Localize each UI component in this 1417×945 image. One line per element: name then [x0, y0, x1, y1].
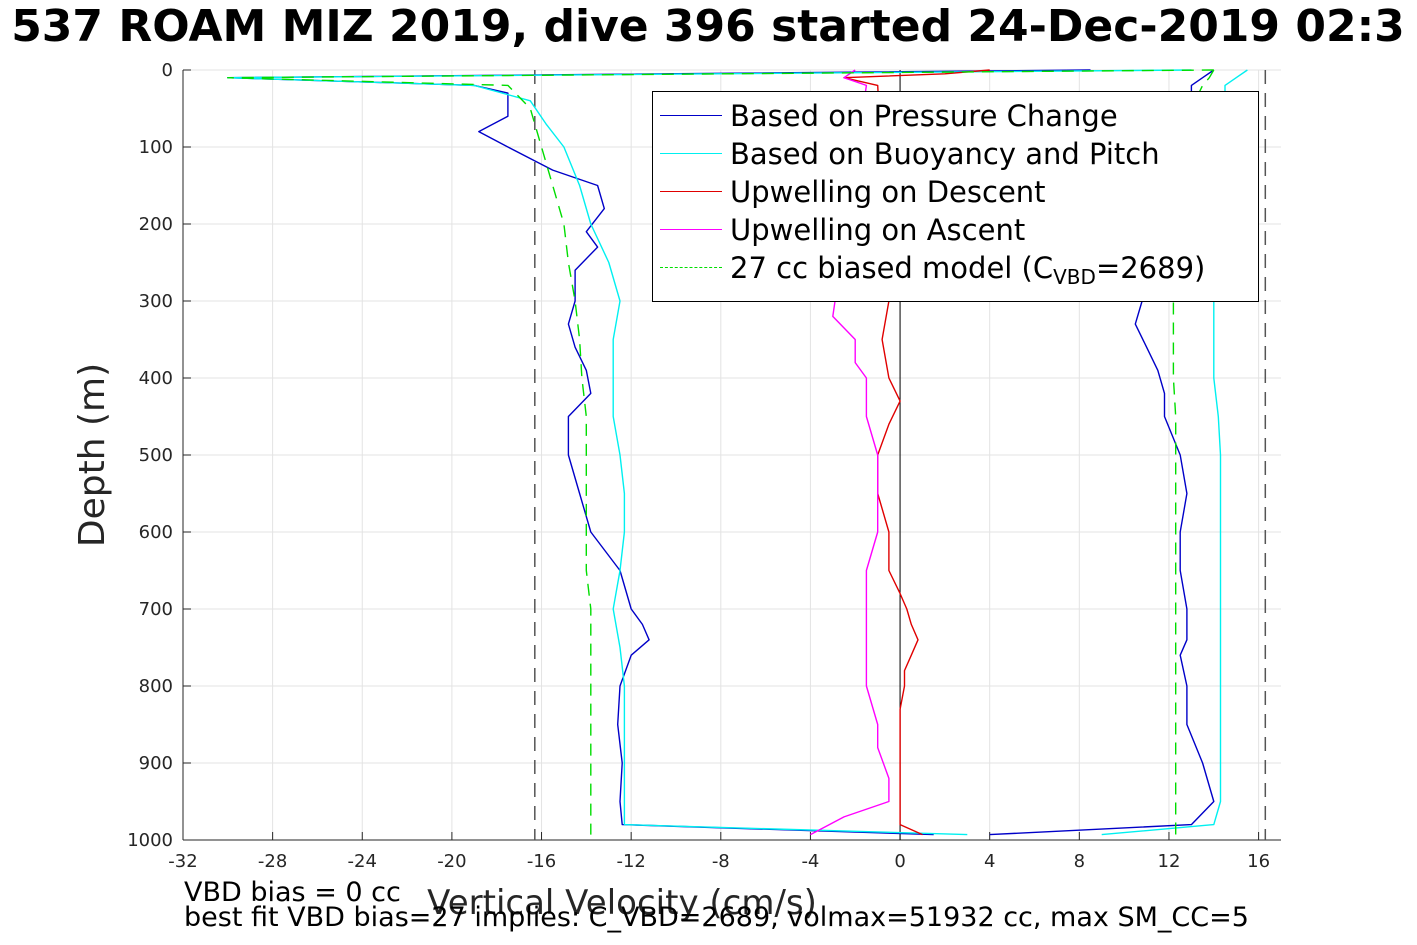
- legend-label-pressure-change: Based on Pressure Change: [730, 99, 1118, 133]
- series-27-cc-biased-model-cvbd-2689-descent: [227, 69, 1214, 835]
- y-tick-label: 1000: [127, 830, 173, 851]
- footer-vbd-bias: VBD bias = 0 cc: [184, 877, 401, 908]
- legend-swatch-upwelling-descent: [660, 191, 722, 192]
- legend-label-upwelling-ascent: Upwelling on Ascent: [730, 213, 1026, 247]
- legend-label-buoyancy-pitch: Based on Buoyancy and Pitch: [730, 137, 1160, 171]
- y-tick-label: 500: [139, 445, 173, 466]
- legend-entry-buoyancy-pitch: Based on Buoyancy and Pitch: [653, 135, 1258, 173]
- chart-legend: Based on Pressure Change Based on Buoyan…: [652, 91, 1259, 302]
- y-tick-label: 300: [139, 291, 173, 312]
- series-based-on-buoyancy-and-pitch-descent: [227, 69, 1192, 836]
- legend-label-upwelling-descent: Upwelling on Descent: [730, 175, 1046, 209]
- y-tick-label: 800: [139, 676, 173, 697]
- series-upwelling-on-descent: [843, 69, 990, 836]
- y-tick-label: 100: [139, 137, 173, 158]
- x-tick-label: -24: [348, 851, 377, 872]
- x-tick-label: -28: [258, 851, 287, 872]
- x-tick-label: -4: [801, 851, 819, 872]
- y-tick-label: 400: [139, 368, 173, 389]
- footer-best-fit: best fit VBD bias=27 implies: C_VBD=2689…: [184, 902, 1249, 933]
- x-tick-label: -8: [712, 851, 730, 872]
- legend-swatch-buoyancy-pitch: [660, 153, 722, 154]
- legend-swatch-upwelling-ascent: [660, 229, 722, 230]
- x-tick-label: 0: [894, 851, 905, 872]
- legend-swatch-pressure-change: [660, 115, 722, 116]
- series-upwelling-on-ascent: [810, 69, 890, 836]
- chart-title: 537 ROAM MIZ 2019, dive 396 started 24-D…: [11, 1, 1405, 52]
- legend-swatch-biased-model: [660, 267, 722, 268]
- legend-entry-upwelling-ascent: Upwelling on Ascent: [653, 211, 1258, 249]
- x-tick-label: -12: [616, 851, 645, 872]
- y-tick-label: 700: [139, 599, 173, 620]
- x-tick-label: -16: [527, 851, 556, 872]
- y-tick-label: 600: [139, 522, 173, 543]
- x-tick-label: -20: [437, 851, 466, 872]
- legend-entry-upwelling-descent: Upwelling on Descent: [653, 173, 1258, 211]
- y-tick-label: 0: [162, 60, 173, 81]
- x-axis-label: Vertical Velocity (cm/s): [427, 883, 817, 923]
- x-tick-label: 4: [984, 851, 995, 872]
- y-axis-label: Depth (m): [72, 363, 113, 547]
- y-tick-label: 900: [139, 753, 173, 774]
- legend-entry-biased-model: 27 cc biased model (CVBD=2689): [653, 249, 1258, 287]
- legend-label-biased-model: 27 cc biased model (CVBD=2689): [730, 251, 1206, 289]
- legend-entry-pressure-change: Based on Pressure Change: [653, 97, 1258, 135]
- y-tick-label: 200: [139, 214, 173, 235]
- x-tick-label: 8: [1074, 851, 1085, 872]
- x-tick-label: 16: [1247, 851, 1270, 872]
- x-tick-label: 12: [1158, 851, 1181, 872]
- x-tick-label: -32: [168, 851, 197, 872]
